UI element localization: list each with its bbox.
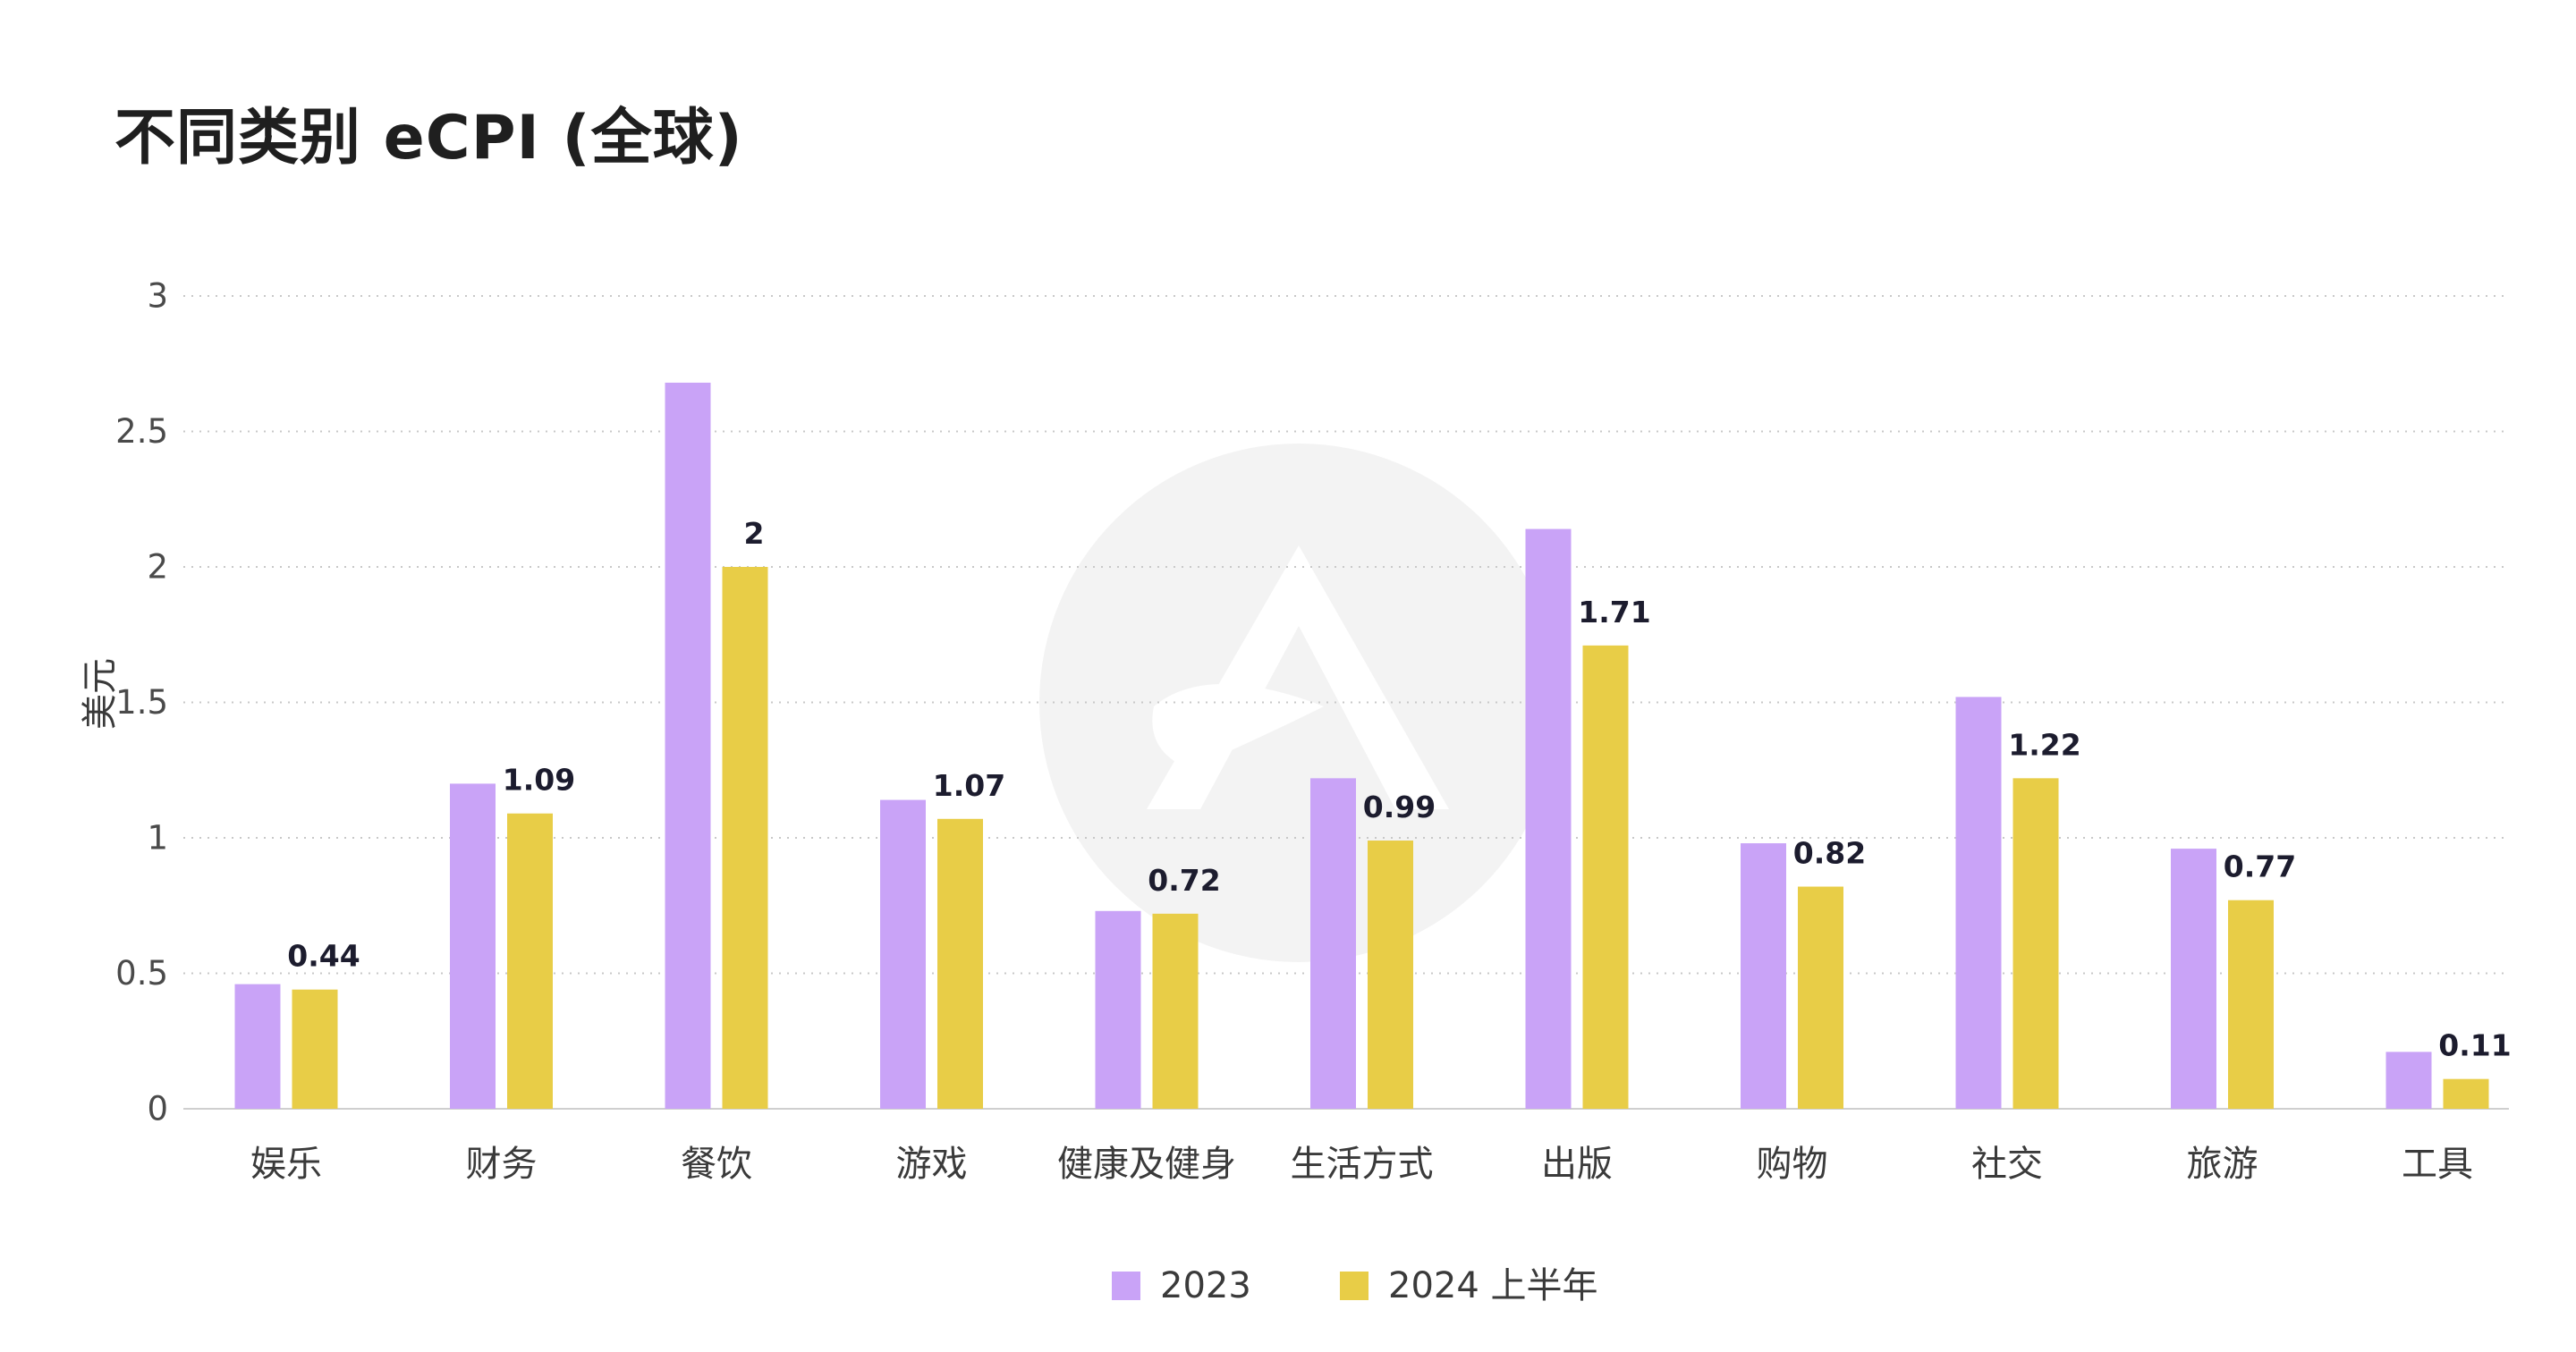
bar-series2 [507, 813, 553, 1109]
legend-item: 2024 上半年 [1340, 1265, 1598, 1306]
y-tick-label: 3 [147, 277, 168, 316]
y-axis-title: 美元 [80, 658, 121, 730]
bar-series2 [722, 567, 768, 1109]
bar-series2 [1582, 645, 1629, 1109]
x-category-label: 旅游 [2187, 1144, 2258, 1185]
data-label: 1.07 [933, 768, 1005, 803]
bar-series1 [880, 799, 926, 1109]
data-label: 0.44 [287, 939, 360, 974]
bar-series1 [2385, 1052, 2432, 1109]
x-category-label: 餐饮 [681, 1144, 752, 1185]
data-label: 0.72 [1148, 863, 1220, 898]
data-label: 0.82 [1793, 836, 1866, 871]
x-category-label: 生活方式 [1291, 1144, 1434, 1185]
data-labels: 0.44 1.09 2 1.07 0.72 0.99 1.71 0.82 1.22 0.77 0.1… [287, 516, 2511, 1063]
y-tick-label: 1 [147, 819, 168, 858]
bars [234, 382, 2489, 1110]
x-category-label: 出版 [1541, 1144, 1613, 1185]
data-label: 0.99 [1363, 790, 1436, 824]
bar-series2 [2012, 778, 2059, 1109]
legend-label: 2023 [1160, 1265, 1251, 1306]
data-label: 1.09 [503, 763, 575, 798]
x-category-label: 社交 [1971, 1144, 2043, 1185]
data-label: 1.22 [2008, 727, 2080, 762]
legend-swatch [1340, 1272, 1368, 1300]
bar-series2 [292, 989, 338, 1109]
bar-series1 [1095, 910, 1141, 1109]
bar-series2 [1368, 841, 1413, 1109]
bar-series1 [234, 984, 281, 1109]
x-category-label: 游戏 [896, 1144, 968, 1185]
bar-series1 [2171, 849, 2216, 1109]
y-tick-label: 2 [147, 548, 168, 587]
x-category-label: 娱乐 [250, 1144, 322, 1185]
y-tick-label: 0.5 [115, 954, 168, 993]
y-tick-label: 0 [147, 1090, 168, 1128]
bar-series1 [1741, 843, 1786, 1109]
bar-series2 [2443, 1078, 2489, 1109]
data-label: 0.77 [2224, 849, 2296, 884]
y-tick-label: 1.5 [115, 683, 168, 722]
bar-series1 [665, 382, 711, 1110]
data-label: 2 [744, 516, 765, 551]
data-label: 1.71 [1578, 595, 1650, 630]
watermark-logo-icon [1039, 444, 1558, 962]
bar-series1 [1955, 697, 2002, 1109]
x-category-label: 购物 [1757, 1144, 1828, 1185]
x-axis: 娱乐 财务 餐饮 游戏 健康及健身 生活方式 出版 购物 社交 旅游 工具 [250, 1144, 2473, 1185]
chart-title: 不同类别 eCPI (全球) [114, 103, 743, 173]
bar-series2 [1152, 913, 1199, 1109]
bar-series1 [1310, 778, 1356, 1109]
legend-item: 2023 [1112, 1265, 1251, 1306]
x-category-label: 健康及健身 [1057, 1144, 1236, 1185]
bar-series1 [1525, 528, 1572, 1109]
bar-series2 [1798, 886, 1843, 1109]
legend: 2023 2024 上半年 [1112, 1265, 1598, 1306]
x-category-label: 财务 [466, 1144, 538, 1185]
legend-swatch [1112, 1272, 1140, 1300]
x-category-label: 工具 [2402, 1144, 2473, 1185]
data-label: 0.11 [2438, 1028, 2511, 1063]
bar-series1 [450, 783, 496, 1109]
y-axis: 0 0.5 1 1.5 2 2.5 3 [115, 277, 168, 1128]
y-tick-label: 2.5 [115, 412, 168, 451]
bar-series2 [2228, 900, 2274, 1109]
bar-series2 [937, 818, 983, 1109]
legend-label: 2024 上半年 [1388, 1265, 1598, 1306]
